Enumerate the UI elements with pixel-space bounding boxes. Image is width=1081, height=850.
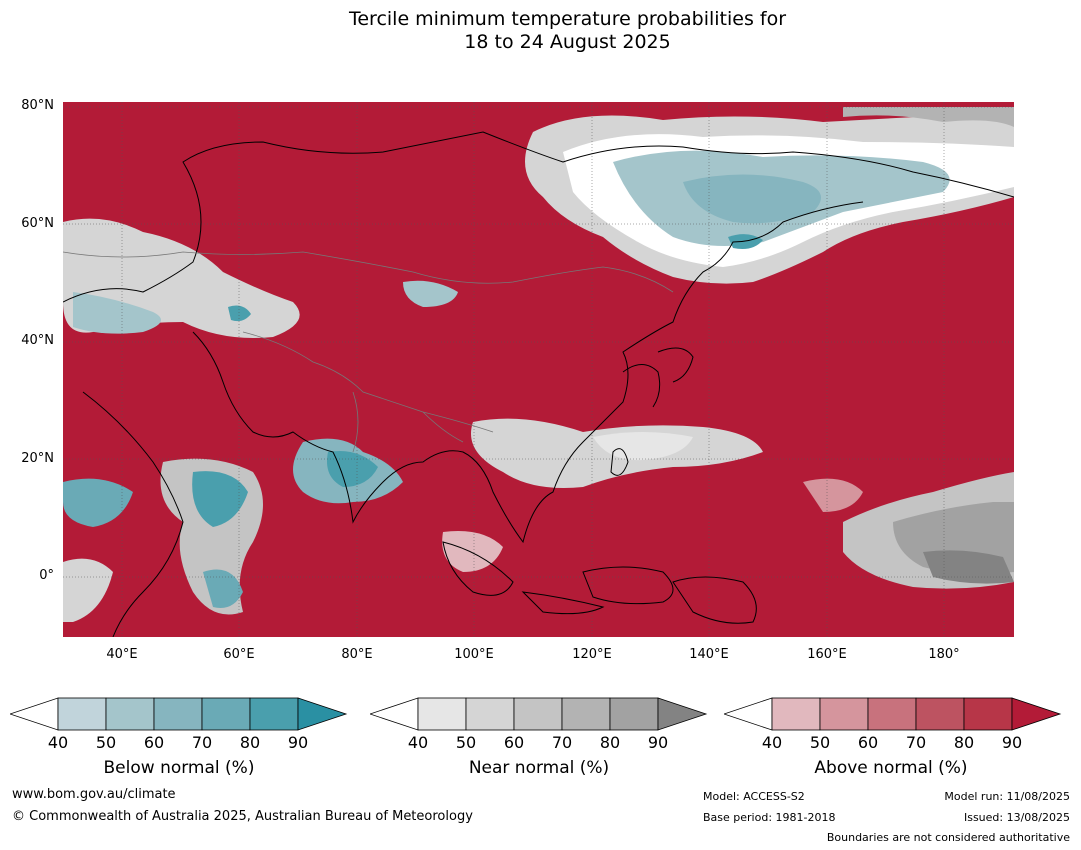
colorbar-swatches (724, 697, 1062, 731)
colorbar-tick: 40 (762, 733, 782, 752)
near-normal-arctic (843, 107, 1014, 127)
colorbar-swatches (10, 697, 348, 731)
colorbar-swatch (819, 697, 869, 731)
colorbar-swatch (609, 697, 659, 731)
lon-label-120e: 120°E (572, 647, 612, 662)
lat-label-20n: 20°N (21, 451, 54, 466)
model-run-date: Model run: 11/08/2025 (944, 790, 1070, 803)
below-normal-india-core (327, 451, 378, 487)
colorbar-ticks: 40 50 60 70 80 90 (762, 733, 1022, 752)
colorbar-extend-high (1011, 697, 1062, 731)
colorbar-tick: 40 (48, 733, 68, 752)
colorbar-extend-high (657, 697, 708, 731)
colorbar-tick: 80 (240, 733, 260, 752)
lon-label-80e: 80°E (341, 647, 373, 662)
model-name: Model: ACCESS-S2 (703, 790, 805, 803)
low-probability-philippines (593, 432, 693, 461)
below-normal-siberia-core (683, 174, 821, 224)
website-link[interactable]: www.bom.gov.au/climate (12, 787, 176, 802)
coastlines (63, 131, 1014, 637)
colorbar-title-near-normal: Near normal (%) (468, 758, 610, 778)
colorbar-swatch (771, 697, 821, 731)
map-canvas (63, 102, 1014, 637)
colorbar-tick: 50 (456, 733, 476, 752)
colorbar-swatch (417, 697, 467, 731)
colorbar-swatch (915, 697, 965, 731)
colorbar-tick: 50 (96, 733, 116, 752)
below-normal-caspian (228, 305, 251, 322)
colorbar-extend-low (724, 697, 773, 731)
weak-above-pacific (803, 478, 863, 512)
graticule (63, 102, 1014, 637)
colorbar-tick: 60 (858, 733, 878, 752)
colorbar-ticks: 40 50 60 70 80 90 (408, 733, 668, 752)
map-title-line1: Tercile minimum temperature probabilitie… (348, 8, 787, 30)
below-normal-africa (63, 478, 133, 527)
colorbar-swatch (513, 697, 563, 731)
colorbar-tick: 70 (192, 733, 212, 752)
colorbar-swatch (561, 697, 611, 731)
colorbar-tick: 50 (810, 733, 830, 752)
country-boundaries (63, 251, 674, 453)
colorbar-swatch (867, 697, 917, 731)
colorbar-tick: 70 (906, 733, 926, 752)
colorbar-ticks: 40 50 60 70 80 90 (48, 733, 308, 752)
below-normal-indian-ocean (203, 569, 243, 608)
below-normal-central-asia (403, 280, 458, 307)
colorbar-above-normal: 40 50 60 70 80 90 (724, 697, 1062, 752)
colorbar-swatch (963, 697, 1013, 731)
colorbar-extend-low (10, 697, 59, 731)
colorbar-swatch (57, 697, 107, 731)
colorbar-tick: 70 (552, 733, 572, 752)
colorbar-tick: 40 (408, 733, 428, 752)
colorbar-tick: 80 (954, 733, 974, 752)
lon-label-100e: 100°E (454, 647, 494, 662)
colorbar-swatches (370, 697, 708, 731)
map-title-line2: 18 to 24 August 2025 (464, 31, 671, 53)
near-normal-east-africa (63, 558, 113, 622)
colorbar-swatch (201, 697, 251, 731)
colorbar-swatch (249, 697, 299, 731)
colorbar-near-normal: 40 50 60 70 80 90 (370, 697, 708, 752)
lat-label-40n: 40°N (21, 333, 54, 348)
base-period: Base period: 1981-2018 (703, 811, 836, 824)
colorbar-swatch (465, 697, 515, 731)
below-normal-europe (73, 292, 161, 334)
boundaries-disclaimer: Boundaries are not considered authoritat… (826, 831, 1070, 844)
colorbar-tick: 90 (648, 733, 668, 752)
near-normal-pacific-peak (923, 550, 1014, 584)
colorbar-tick: 90 (1002, 733, 1022, 752)
issued-date: Issued: 13/08/2025 (963, 811, 1070, 824)
below-normal-arabian-sea (192, 471, 248, 527)
colorbar-tick: 90 (288, 733, 308, 752)
colorbar-title-below-normal: Below normal (%) (103, 758, 255, 778)
colorbar-extend-low (370, 697, 419, 731)
lon-label-40e: 40°E (106, 647, 138, 662)
colorbar-tick: 60 (504, 733, 524, 752)
probability-map (63, 102, 1014, 637)
lat-label-80n: 80°N (21, 98, 54, 113)
colorbar-swatch (105, 697, 155, 731)
lat-label-0: 0° (39, 568, 54, 583)
colorbar-title-above-normal: Above normal (%) (814, 758, 968, 778)
colorbar-swatch (153, 697, 203, 731)
colorbar-tick: 60 (144, 733, 164, 752)
colorbar-extend-high (297, 697, 348, 731)
lon-label-160e: 160°E (807, 647, 847, 662)
lon-label-60e: 60°E (223, 647, 255, 662)
map-title: Tercile minimum temperature probabilitie… (0, 8, 1081, 54)
colorbar-tick: 80 (600, 733, 620, 752)
lon-label-140e: 140°E (689, 647, 729, 662)
copyright-text: © Commonwealth of Australia 2025, Austra… (12, 809, 473, 824)
colorbar-below-normal: 40 50 60 70 80 90 (10, 697, 348, 752)
lon-label-180: 180° (928, 647, 960, 662)
lat-label-60n: 60°N (21, 216, 54, 231)
